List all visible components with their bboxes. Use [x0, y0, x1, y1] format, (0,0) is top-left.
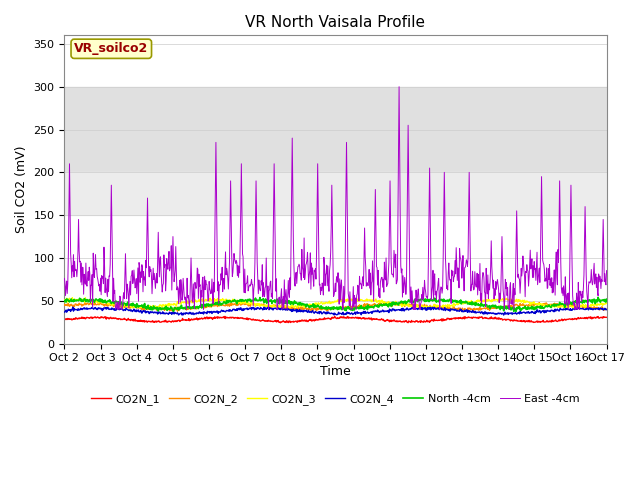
East -4cm	[381, 259, 388, 265]
North -4cm	[595, 294, 602, 300]
CO2N_2	[585, 305, 593, 311]
CO2N_2	[239, 300, 247, 305]
CO2N_3	[286, 305, 294, 311]
East -4cm	[112, 306, 120, 312]
Text: VR_soilco2: VR_soilco2	[74, 42, 148, 55]
CO2N_4	[381, 308, 388, 314]
East -4cm	[162, 288, 170, 294]
Bar	[65, 87, 607, 172]
CO2N_4	[500, 312, 508, 318]
East -4cm	[396, 84, 403, 90]
North -4cm	[86, 300, 94, 305]
CO2N_4	[585, 305, 593, 311]
North -4cm	[380, 301, 388, 307]
CO2N_4	[161, 311, 169, 317]
East -4cm	[286, 275, 294, 281]
North -4cm	[285, 298, 293, 304]
CO2N_3	[603, 300, 611, 306]
CO2N_4	[61, 309, 68, 315]
CO2N_3	[162, 302, 170, 308]
CO2N_1	[276, 320, 284, 325]
CO2N_1	[331, 313, 339, 319]
CO2N_1	[286, 318, 294, 324]
CO2N_1	[603, 314, 611, 320]
Line: CO2N_2: CO2N_2	[65, 302, 607, 311]
CO2N_2	[61, 302, 68, 308]
North -4cm	[576, 299, 584, 305]
CO2N_2	[173, 308, 181, 314]
CO2N_1	[381, 318, 388, 324]
CO2N_4	[603, 307, 611, 312]
CO2N_1	[161, 319, 169, 324]
CO2N_2	[577, 303, 584, 309]
Line: CO2N_4: CO2N_4	[65, 307, 607, 315]
East -4cm	[585, 279, 593, 285]
Bar	[65, 172, 607, 215]
CO2N_2	[86, 300, 94, 306]
CO2N_3	[87, 298, 95, 304]
North -4cm	[603, 296, 611, 302]
Line: CO2N_1: CO2N_1	[65, 316, 607, 323]
Line: CO2N_3: CO2N_3	[65, 298, 607, 309]
CO2N_3	[68, 295, 76, 300]
CO2N_2	[161, 306, 169, 312]
CO2N_3	[381, 300, 388, 305]
CO2N_4	[265, 304, 273, 310]
North -4cm	[584, 298, 592, 304]
Legend: CO2N_1, CO2N_2, CO2N_3, CO2N_4, North -4cm, East -4cm: CO2N_1, CO2N_2, CO2N_3, CO2N_4, North -4…	[87, 389, 584, 409]
CO2N_2	[381, 300, 388, 306]
CO2N_1	[86, 315, 94, 321]
CO2N_3	[577, 304, 584, 310]
East -4cm	[61, 276, 68, 281]
East -4cm	[86, 299, 94, 305]
North -4cm	[510, 309, 518, 314]
CO2N_4	[286, 307, 294, 312]
Line: North -4cm: North -4cm	[65, 297, 607, 312]
East -4cm	[603, 268, 611, 274]
CO2N_2	[287, 305, 294, 311]
X-axis label: Time: Time	[320, 365, 351, 378]
East -4cm	[577, 292, 584, 298]
CO2N_3	[61, 299, 68, 305]
North -4cm	[161, 306, 169, 312]
CO2N_4	[577, 306, 584, 312]
CO2N_3	[420, 306, 428, 312]
CO2N_4	[86, 306, 94, 312]
Title: VR North Vaisala Profile: VR North Vaisala Profile	[246, 15, 426, 30]
Y-axis label: Soil CO2 (mV): Soil CO2 (mV)	[15, 146, 28, 233]
CO2N_1	[61, 316, 68, 322]
North -4cm	[61, 299, 68, 304]
CO2N_1	[585, 314, 593, 320]
CO2N_2	[603, 306, 611, 312]
CO2N_1	[577, 315, 584, 321]
Line: East -4cm: East -4cm	[65, 87, 607, 309]
CO2N_3	[585, 303, 593, 309]
